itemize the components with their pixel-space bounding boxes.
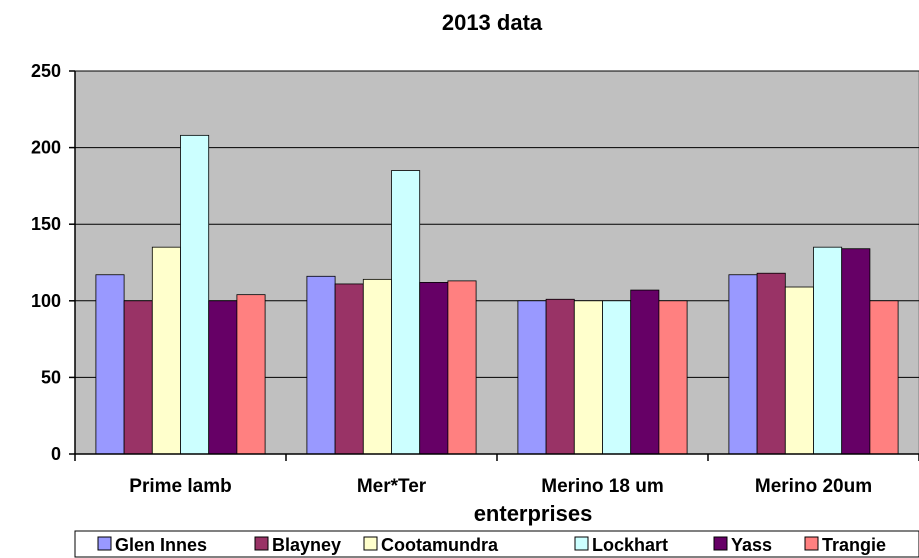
bar bbox=[306, 275, 336, 455]
bar bbox=[813, 246, 843, 455]
bar bbox=[123, 300, 153, 455]
bar bbox=[630, 289, 660, 455]
bar bbox=[208, 300, 238, 455]
category-label: Merino 18 um bbox=[541, 476, 663, 497]
legend-swatch bbox=[363, 536, 378, 551]
category-labels: Prime lamb Mer*Ter Merino 18 um Merino 20um bbox=[129, 476, 872, 497]
chart-title: 2013 data bbox=[442, 10, 543, 35]
category-label: Prime lamb bbox=[129, 476, 231, 497]
bar bbox=[869, 300, 899, 455]
legend-swatch bbox=[804, 536, 819, 551]
bar bbox=[756, 272, 786, 455]
bar bbox=[391, 170, 421, 455]
bar bbox=[517, 300, 547, 455]
legend-label: Glen Innes bbox=[115, 535, 207, 555]
x-axis-label: enterprises bbox=[474, 501, 593, 526]
bar bbox=[236, 294, 266, 455]
axes bbox=[69, 70, 919, 461]
y-tick-label: 0 bbox=[51, 444, 61, 464]
category-label: Mer*Ter bbox=[357, 476, 427, 497]
y-tick-label: 250 bbox=[31, 61, 61, 81]
legend-box bbox=[74, 530, 919, 558]
bar bbox=[95, 274, 125, 455]
bar bbox=[841, 248, 871, 455]
bar bbox=[447, 280, 477, 455]
bar bbox=[362, 278, 392, 455]
y-tick-labels: 0 50 100 150 200 250 bbox=[31, 61, 61, 464]
legend-label: Trangie bbox=[822, 535, 886, 555]
y-tick-label: 100 bbox=[31, 291, 61, 311]
bar bbox=[180, 134, 210, 455]
bar bbox=[334, 283, 364, 455]
legend-swatch bbox=[254, 536, 269, 551]
bar bbox=[151, 246, 181, 455]
legend-swatch bbox=[97, 536, 112, 551]
bar bbox=[419, 282, 449, 455]
legend-swatch bbox=[574, 536, 589, 551]
bar bbox=[728, 274, 758, 455]
y-tick-label: 50 bbox=[41, 367, 61, 387]
legend-label: Cootamundra bbox=[381, 535, 499, 555]
y-tick-label: 150 bbox=[31, 214, 61, 234]
bars bbox=[95, 134, 899, 455]
bar bbox=[573, 300, 603, 455]
bar bbox=[602, 300, 632, 455]
y-tick-label: 200 bbox=[31, 138, 61, 158]
legend-label: Lockhart bbox=[592, 535, 668, 555]
category-label: Merino 20um bbox=[755, 476, 872, 497]
legend: Glen Innes Blayney Cootamundra Lockhart Yass… bbox=[74, 530, 919, 558]
legend-label: Yass bbox=[731, 535, 772, 555]
bar bbox=[784, 286, 814, 455]
bar bbox=[658, 300, 688, 455]
legend-swatch bbox=[713, 536, 728, 551]
bar bbox=[545, 298, 575, 455]
legend-label: Blayney bbox=[272, 535, 341, 555]
